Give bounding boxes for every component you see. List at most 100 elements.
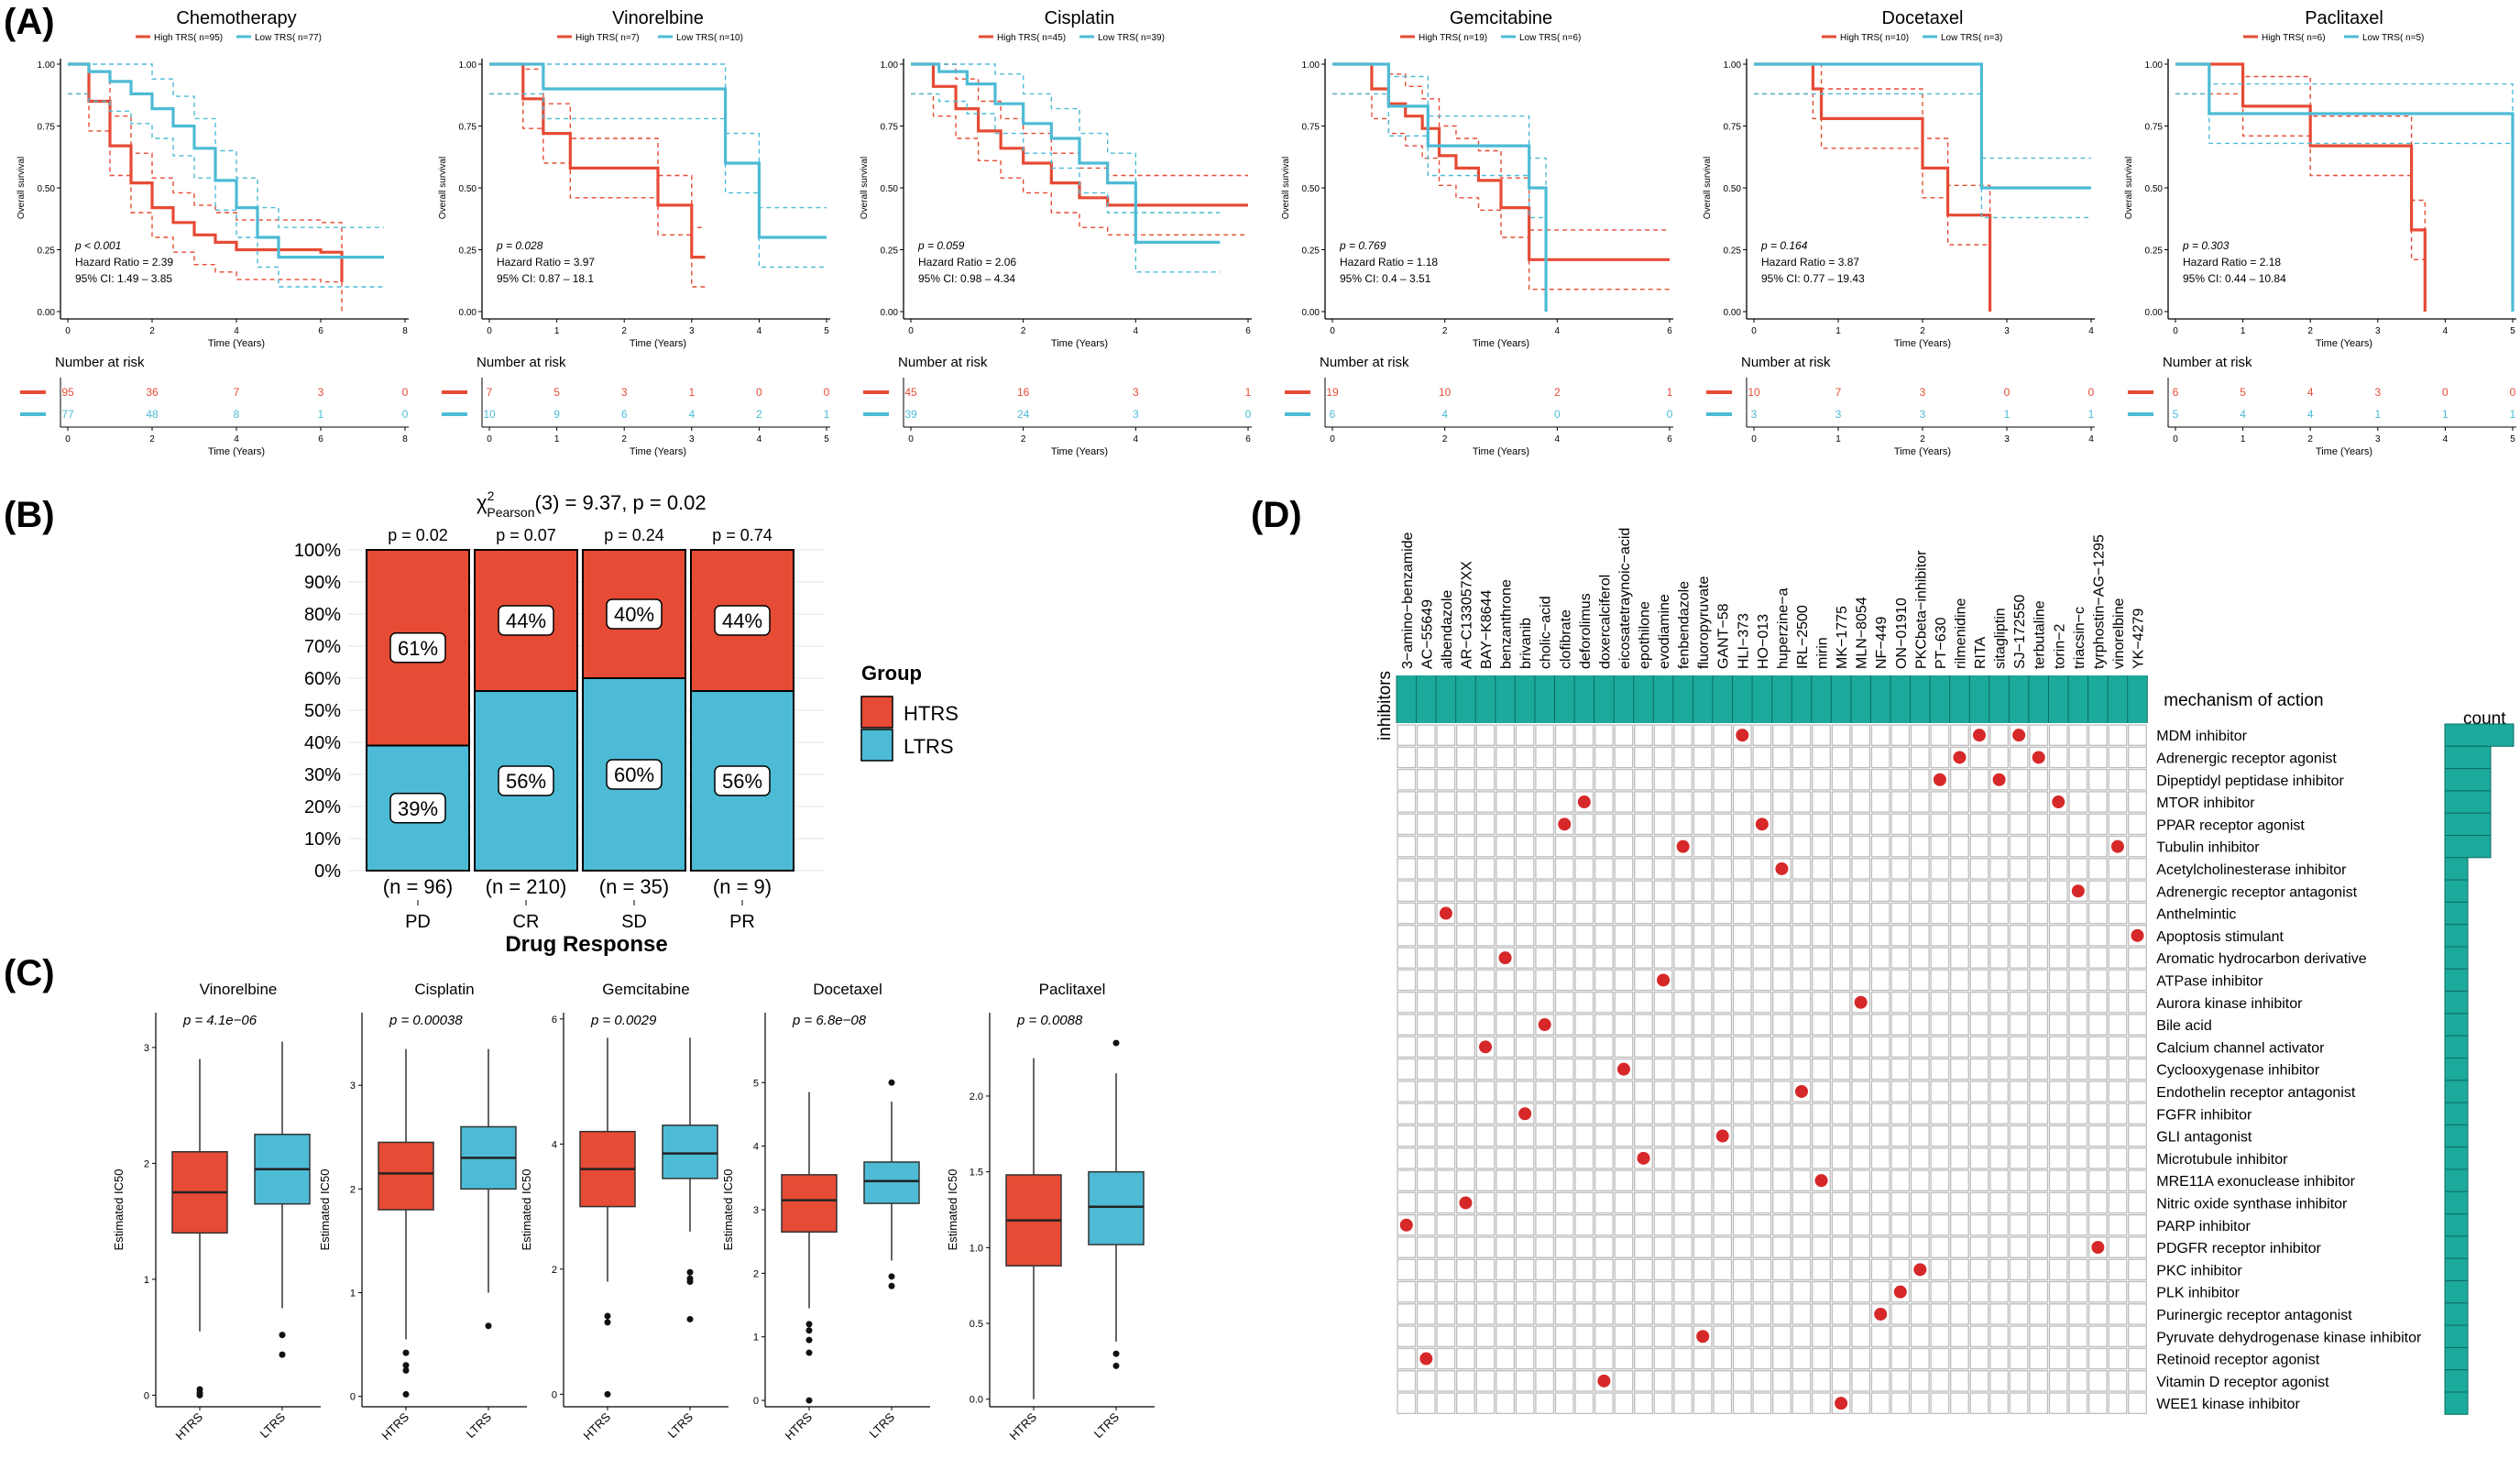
km-y-tick-label: 0.50 [38,184,56,194]
heatmap-cell [2048,1236,2068,1258]
heatmap-cell [1930,1058,1950,1081]
heatmap-cell [1456,746,1475,769]
km-y-label: Overall survival [2124,157,2134,219]
heatmap-cell [1989,1303,2010,1325]
box-x-tick-label: LTRS [665,1410,696,1441]
heatmap-cell [1950,1036,1969,1059]
heatmap-cell [1713,1213,1733,1236]
heatmap-cell [1496,1102,1516,1125]
box-htrs [781,1174,838,1234]
heatmap-cell [2108,746,2128,769]
box-y-label: Estimated IC50 [520,1169,533,1251]
heatmap-cell [1397,1014,1417,1036]
heatmap-cell [1732,1169,1752,1191]
heatmap-cell [1851,858,1871,880]
heatmap-cell [1397,902,1417,925]
heatmap-cell [1515,768,1535,791]
heatmap-cell [2048,1169,2068,1191]
heatmap-cell [1634,1258,1653,1281]
heatmap-cell [1634,1169,1653,1191]
heatmap-cell [1732,1280,1752,1303]
heatmap-cell [1515,724,1535,746]
heatmap-cell [1930,991,1950,1014]
heatmap-cell [1930,1213,1950,1236]
heatmap-cell [2068,1102,2088,1125]
heatmap-cell [1614,1392,1634,1414]
km-x-tick-label: 4 [1134,326,1139,336]
mechanism-label: MDM inhibitor [2156,729,2247,744]
heatmap-cell [2087,969,2108,992]
heatmap-cell [1456,902,1475,925]
heatmap-cell [1812,1058,1831,1081]
heatmap-cell [2128,1036,2147,1059]
heatmap-cell [1732,768,1752,791]
heatmap-cell [1535,1169,1555,1191]
heatmap-cell [1752,835,1772,858]
heatmap-cell [1910,724,1930,746]
heatmap-cell [2009,1191,2029,1214]
heatmap-cell [1693,1169,1713,1191]
heatmap-cell [1554,1014,1574,1036]
heatmap-cell [1594,1169,1614,1191]
heatmap-cell [1475,991,1496,1014]
box-x-tick-label: LTRS [257,1410,289,1441]
heatmap-cell [1416,991,1436,1014]
heatmap-cell [1950,1236,1969,1258]
heatmap-cell [1416,1036,1436,1059]
risk-count-low: 77 [61,408,74,421]
mechanism-label: PARP inhibitor [2156,1219,2251,1234]
heatmap-cell [1870,1036,1890,1059]
heatmap-cell [1554,1169,1574,1191]
heatmap-cell [1930,1036,1950,1059]
heatmap-cell [1456,991,1475,1014]
heatmap-cell [1713,835,1733,858]
heatmap-cell [1614,1325,1634,1348]
inhibitor-label: PT−630 [1934,617,1949,669]
heatmap-cell [1594,1213,1614,1236]
heatmap-cell [1456,724,1475,746]
heatmap-cell [1851,1392,1871,1414]
inhibitor-label: GANT−58 [1716,603,1732,669]
heatmap-cell [1890,1124,1911,1147]
heatmap-cell [2068,858,2088,880]
heatmap-cell [1397,947,1417,969]
heatmap-cell [1771,947,1791,969]
km-x-label: Time (Years) [208,338,265,349]
risk-count-low: 1 [2088,408,2095,421]
heatmap-cell [1771,746,1791,769]
heatmap-cell [2128,947,2147,969]
heatmap-cell [1752,1014,1772,1036]
heatmap-cell [1969,768,1989,791]
risk-x-tick-label: 5 [824,434,829,444]
heatmap-cell [1989,925,2010,947]
km-hazard-ratio: Hazard Ratio = 3.87 [1761,256,1859,269]
heatmap-cell [1653,1370,1673,1392]
box-outlier [888,1282,895,1289]
heatmap-cell [2048,902,2068,925]
heatmap-cell [1771,1014,1791,1036]
heatmap-cell [1693,858,1713,880]
heatmap-dot [1854,995,1868,1009]
heatmap-cell [1475,835,1496,858]
box-y-tick-label: 2 [753,1268,759,1279]
heatmap-cell [2108,791,2128,813]
risk-count-low: 4 [2240,408,2246,421]
km-x-tick-label: 6 [1245,326,1251,336]
heatmap-cell [1594,1236,1614,1258]
heatmap-cell [1416,813,1436,836]
box-outlier [888,1273,895,1280]
heatmap-cell [1515,902,1535,925]
km-y-tick-label: 0.00 [1302,308,1320,318]
heatmap-cell [1831,969,1851,992]
risk-count-high: 3 [2374,386,2381,399]
heatmap-cell [1496,902,1516,925]
heatmap-cell [1416,1236,1436,1258]
heatmap-cell [1475,1191,1496,1214]
heatmap-cell [1515,1236,1535,1258]
heatmap-cell [2009,947,2029,969]
heatmap-cell [1475,746,1496,769]
heatmap-cell [2087,925,2108,947]
heatmap-cell [1535,1236,1555,1258]
